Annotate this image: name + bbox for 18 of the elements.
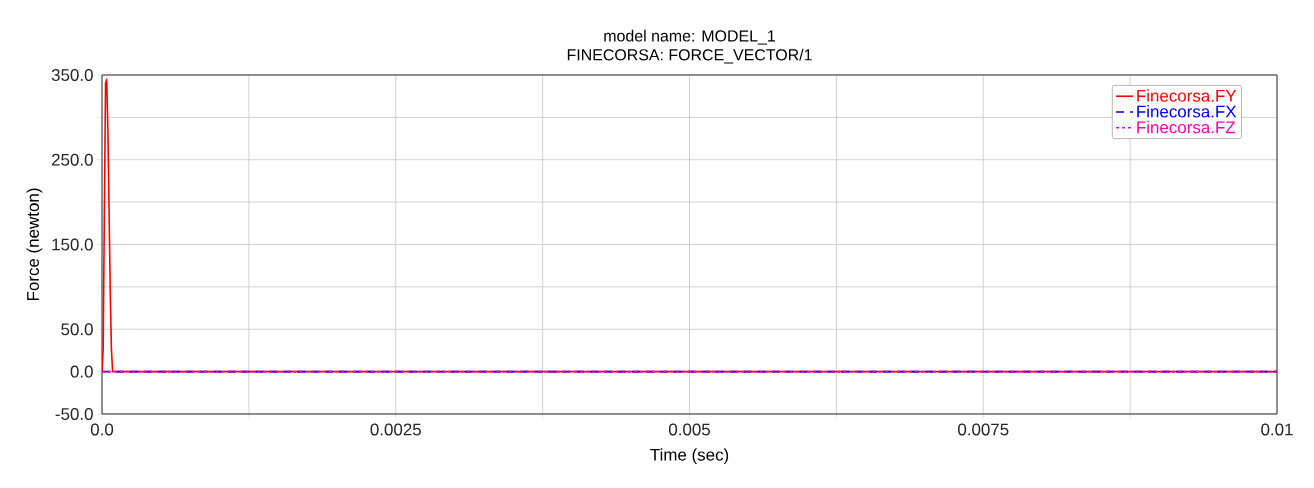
y-axis-title: Force (newton): [26, 188, 43, 301]
x-tick-label: 0.0025: [370, 423, 421, 436]
x-tick-label: 0.005: [668, 423, 710, 436]
y-tick-label: 150.0: [52, 238, 93, 251]
chart-title: model name: MODEL_1: [604, 29, 775, 45]
chart-subtitle: FINECORSA: FORCE_VECTOR/1: [567, 48, 812, 64]
y-tick-label: 250.0: [51, 153, 93, 166]
y-tick-label: 0.0: [70, 365, 93, 378]
y-tick-label: -50.0: [55, 407, 93, 420]
legend-label: Finecorsa.FY: [1137, 89, 1237, 102]
x-tick-label: 0.0075: [958, 423, 1009, 436]
legend-label: Finecorsa.FX: [1137, 105, 1237, 118]
x-tick-label: 0.01: [1261, 423, 1293, 436]
x-axis-title: Time (sec): [650, 448, 729, 465]
y-tick-label: 50.0: [61, 323, 93, 336]
x-tick-label: 0.0: [90, 423, 114, 436]
legend-label: Finecorsa.FZ: [1137, 120, 1236, 134]
y-tick-label: 350.0: [51, 68, 93, 81]
